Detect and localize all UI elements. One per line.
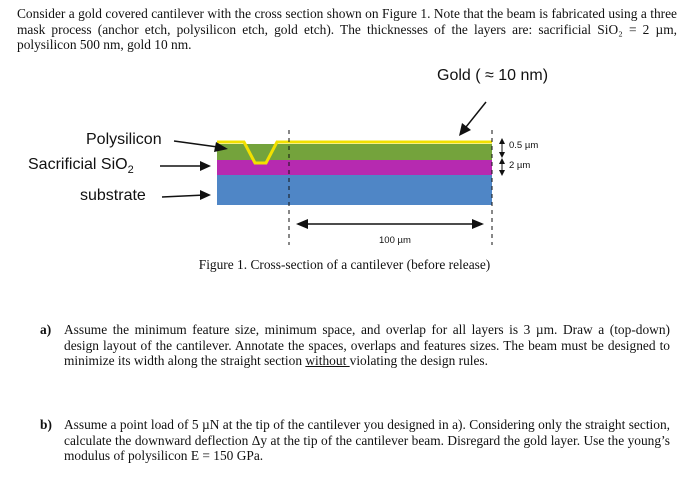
sacrificial-sio2-label: Sacrificial SiO2 xyxy=(28,156,134,176)
sio2-thickness-label: 2 µm xyxy=(509,160,531,171)
polysilicon-label: Polysilicon xyxy=(86,131,162,148)
sio2-thickness-arrowhead-up xyxy=(499,158,505,164)
cross-section-diagram xyxy=(160,101,505,245)
polysilicon-pointer-arrowhead xyxy=(214,142,228,152)
polysilicon-anchor xyxy=(217,144,276,164)
question-b: b) Assume a point load of 5 µN at the ti… xyxy=(40,417,670,464)
sacrificial-sio2-text: Sacrificial SiO xyxy=(28,156,128,173)
sacrificial-sio2-subscript: 2 xyxy=(127,164,134,177)
length-arrowhead-left xyxy=(296,219,308,229)
intro-paragraph: Consider a gold covered cantilever with … xyxy=(17,6,677,53)
gold-layer xyxy=(217,140,492,165)
poly-thickness-arrowhead-up xyxy=(499,138,505,144)
poly-thickness-label: 0.5 µm xyxy=(509,140,539,151)
substrate-layer xyxy=(217,175,492,205)
gold-label: Gold ( ≈ 10 nm) xyxy=(437,67,549,84)
sio2-thickness-arrowhead-down xyxy=(499,170,505,176)
question-a-text-before: Assume the minimum feature size, minimum… xyxy=(64,322,670,369)
substrate-pointer-arrowhead xyxy=(200,190,211,200)
length-label: 100 µm xyxy=(379,235,411,246)
figure-caption: Figure 1. Cross-section of a cantilever … xyxy=(198,257,491,272)
substrate-label: substrate xyxy=(80,187,146,204)
gold-pointer-arrowhead xyxy=(459,123,471,136)
substrate-pointer-arrow xyxy=(161,194,206,198)
figure-1-cross-section: Gold ( ≈ 10 nm) Polysilicon Sacrificial … xyxy=(0,60,689,280)
question-a: a) Assume the minimum feature size, mini… xyxy=(40,322,670,369)
question-b-label: b) xyxy=(40,417,52,432)
poly-thickness-arrowhead-down xyxy=(499,152,505,158)
question-a-underlined: without xyxy=(305,353,350,369)
sacrificial-pointer-arrowhead xyxy=(200,161,211,171)
sacrificial-sio2-layer xyxy=(217,160,492,175)
question-a-text: Assume the minimum feature size, minimum… xyxy=(64,322,670,369)
polysilicon-layer xyxy=(266,144,492,160)
question-b-text: Assume a point load of 5 µN at the tip o… xyxy=(64,417,670,464)
length-arrowhead-right xyxy=(472,219,484,229)
question-a-label: a) xyxy=(40,322,52,337)
question-a-text-after: violating the design rules. xyxy=(349,353,488,369)
